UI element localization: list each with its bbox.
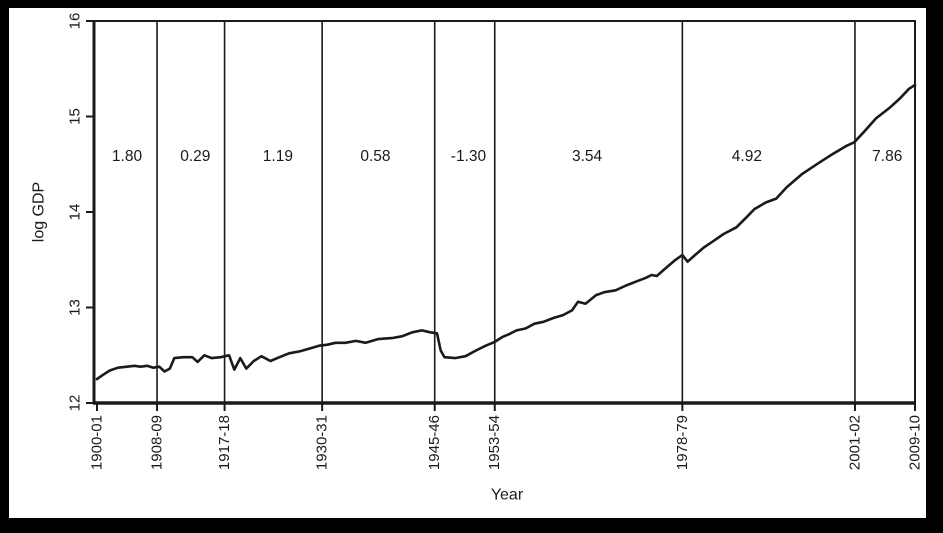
x-tick-label: 1945-46 bbox=[426, 415, 443, 470]
x-tick-label: 1953-54 bbox=[486, 415, 503, 470]
axis-ticks bbox=[86, 20, 916, 411]
plot-frame bbox=[93, 20, 916, 404]
growth-rate-label: 0.29 bbox=[180, 148, 210, 165]
growth-rate-label: 3.54 bbox=[572, 148, 603, 165]
period-partition-lines bbox=[156, 21, 856, 403]
chart-paper bbox=[9, 8, 926, 518]
y-tick-label: 16 bbox=[67, 13, 84, 30]
growth-rate-label: 4.92 bbox=[732, 148, 762, 165]
y-axis-title: log GDP bbox=[31, 182, 48, 242]
growth-rate-label: 7.86 bbox=[872, 148, 902, 165]
x-tick-label: 1978-79 bbox=[674, 415, 691, 470]
log-gdp-line bbox=[95, 83, 917, 381]
x-axis-title: Year bbox=[491, 487, 524, 504]
y-tick-label: 14 bbox=[67, 204, 84, 221]
growth-rate-label: 1.19 bbox=[263, 148, 293, 165]
y-tick-label: 12 bbox=[67, 395, 84, 412]
growth-rate-label: 0.58 bbox=[360, 148, 390, 165]
x-tick-label: 1917-18 bbox=[216, 415, 233, 470]
x-tick-label: 2001-02 bbox=[846, 415, 863, 470]
growth-rate-annotations: 1.80 0.29 1.19 0.58 -1.30 3.54 4.92 7.86 bbox=[112, 148, 902, 165]
axis-tick-labels: 12 13 14 15 16 1900-01 1908-09 1917-18 1930-31 19… bbox=[67, 13, 924, 470]
growth-rate-label: 1.80 bbox=[112, 148, 143, 165]
x-tick-label: 1900-01 bbox=[89, 415, 106, 470]
log-gdp-series bbox=[95, 83, 917, 381]
y-tick-label: 13 bbox=[67, 299, 84, 316]
x-tick-label: 1930-31 bbox=[314, 415, 331, 470]
x-tick-label: 2009-10 bbox=[907, 415, 924, 470]
plot-box bbox=[92, 20, 916, 405]
x-tick-label: 1908-09 bbox=[149, 415, 166, 470]
y-tick-label: 15 bbox=[67, 108, 84, 125]
growth-rate-label: -1.30 bbox=[451, 148, 487, 165]
